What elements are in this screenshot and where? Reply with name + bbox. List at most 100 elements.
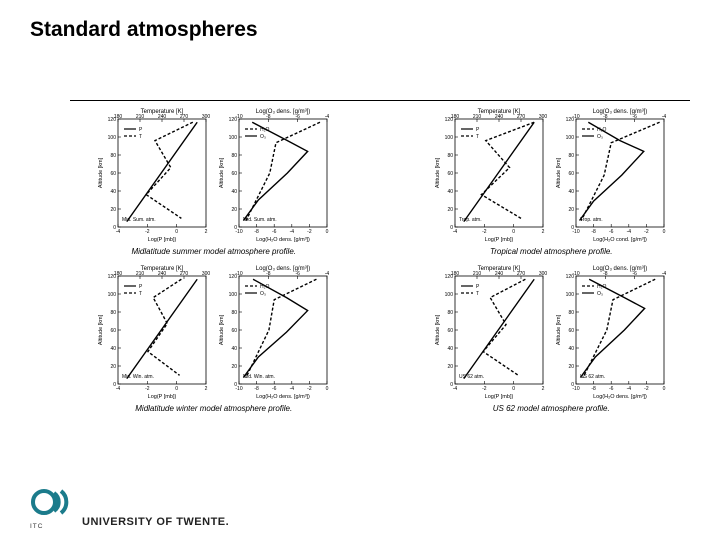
svg-text:-6: -6: [295, 114, 300, 120]
svg-text:P: P: [476, 127, 480, 133]
svg-text:-10: -10: [573, 229, 580, 235]
svg-text:-8: -8: [603, 114, 608, 120]
panel-pair: Temperature [K]1802102402703000204060801…: [413, 262, 691, 402]
svg-text:20: 20: [448, 364, 454, 370]
svg-text:Altitude [km]: Altitude [km]: [98, 314, 104, 345]
university-name: UNIVERSITY OF TWENTE.: [82, 516, 229, 530]
density-panel: Log(O₃ dens. [g/m³])-10-8-6-402040608010…: [217, 105, 332, 245]
svg-text:-4: -4: [662, 271, 667, 277]
svg-text:2: 2: [542, 386, 545, 392]
svg-text:Log(O₃ dens. [g/m³]): Log(O₃ dens. [g/m³]): [256, 109, 310, 115]
svg-text:0: 0: [663, 386, 666, 392]
page-title: Standard atmospheres: [30, 18, 258, 42]
svg-text:60: 60: [448, 171, 454, 177]
svg-text:-6: -6: [633, 271, 638, 277]
temperature-panel: Temperature [K]1802102402703000204060801…: [96, 262, 211, 402]
svg-text:-2: -2: [482, 229, 487, 235]
svg-text:T: T: [476, 134, 479, 140]
svg-text:-4: -4: [116, 386, 121, 392]
svg-text:-10: -10: [235, 386, 242, 392]
svg-text:O₃: O₃: [260, 134, 266, 140]
svg-text:-4: -4: [325, 114, 330, 120]
svg-text:40: 40: [448, 346, 454, 352]
svg-text:T: T: [139, 291, 142, 297]
svg-text:120: 120: [445, 117, 454, 123]
divider: [70, 100, 690, 101]
svg-text:-8: -8: [254, 386, 259, 392]
svg-text:Altitude [km]: Altitude [km]: [556, 314, 562, 345]
itc-label: ITC: [30, 523, 72, 530]
svg-text:Mid. Sum. atm.: Mid. Sum. atm.: [122, 217, 156, 223]
svg-text:-4: -4: [289, 229, 294, 235]
footer-logo: ITC UNIVERSITY OF TWENTE.: [30, 487, 229, 530]
chart-cell: Temperature [K]1802102402703000204060801…: [75, 105, 353, 256]
svg-text:270: 270: [517, 114, 526, 120]
svg-text:-6: -6: [609, 386, 614, 392]
svg-text:300: 300: [202, 114, 211, 120]
chart-grid: Temperature [K]1802102402703000204060801…: [75, 105, 690, 413]
svg-text:P: P: [476, 284, 480, 290]
svg-text:20: 20: [110, 364, 116, 370]
svg-text:60: 60: [231, 171, 237, 177]
itc-logo-icon: [30, 487, 72, 522]
svg-text:O₃: O₃: [260, 291, 266, 297]
panel-pair: Temperature [K]1802102402703000204060801…: [75, 105, 353, 245]
svg-text:40: 40: [448, 189, 454, 195]
svg-text:H₂O: H₂O: [597, 284, 607, 290]
svg-text:120: 120: [107, 117, 116, 123]
svg-text:210: 210: [136, 114, 145, 120]
svg-text:60: 60: [569, 328, 575, 334]
svg-text:-2: -2: [644, 229, 649, 235]
svg-text:H₂O: H₂O: [260, 127, 270, 133]
svg-text:80: 80: [569, 310, 575, 316]
svg-text:Log(O₃ dens. [g/m³]): Log(O₃ dens. [g/m³]): [593, 266, 647, 272]
svg-text:270: 270: [517, 271, 526, 277]
svg-text:100: 100: [566, 135, 575, 141]
svg-text:-4: -4: [662, 114, 667, 120]
density-panel: Log(O₃ dens. [g/m³])-10-8-6-402040608010…: [554, 262, 669, 402]
svg-text:-4: -4: [627, 229, 632, 235]
svg-text:100: 100: [445, 292, 454, 298]
svg-text:0: 0: [663, 229, 666, 235]
chart-caption: Midlatitude winter model atmosphere prof…: [75, 404, 353, 413]
svg-text:Altitude [km]: Altitude [km]: [435, 314, 441, 345]
svg-text:-6: -6: [609, 229, 614, 235]
svg-text:T: T: [476, 291, 479, 297]
svg-text:Log(O₃ dens. [g/m³]): Log(O₃ dens. [g/m³]): [593, 109, 647, 115]
temperature-panel: Temperature [K]1802102402703000204060801…: [433, 262, 548, 402]
svg-text:Mid. Win. atm.: Mid. Win. atm.: [122, 374, 154, 380]
svg-text:-8: -8: [592, 386, 597, 392]
svg-text:0: 0: [175, 386, 178, 392]
chart-cell: Temperature [K]1802102402703000204060801…: [413, 262, 691, 413]
svg-text:100: 100: [445, 135, 454, 141]
svg-text:-2: -2: [145, 386, 150, 392]
svg-text:120: 120: [566, 274, 575, 280]
svg-text:Log(P [mb]): Log(P [mb]): [485, 237, 514, 243]
svg-text:Altitude [km]: Altitude [km]: [219, 157, 225, 188]
svg-text:80: 80: [110, 310, 116, 316]
svg-text:120: 120: [566, 117, 575, 123]
svg-text:120: 120: [107, 274, 116, 280]
svg-text:Log(O₃ dens. [g/m³]): Log(O₃ dens. [g/m³]): [256, 266, 310, 272]
svg-text:80: 80: [448, 310, 454, 316]
svg-text:240: 240: [158, 114, 167, 120]
svg-text:0: 0: [513, 229, 516, 235]
svg-text:20: 20: [569, 364, 575, 370]
svg-text:P: P: [139, 127, 143, 133]
svg-text:210: 210: [136, 271, 145, 277]
svg-text:Altitude [km]: Altitude [km]: [219, 314, 225, 345]
svg-text:300: 300: [539, 114, 548, 120]
svg-text:120: 120: [228, 117, 237, 123]
svg-text:210: 210: [473, 114, 482, 120]
svg-text:270: 270: [180, 114, 189, 120]
svg-text:60: 60: [110, 171, 116, 177]
svg-text:40: 40: [110, 346, 116, 352]
svg-text:-6: -6: [295, 271, 300, 277]
chart-caption: Midlatitude summer model atmosphere prof…: [75, 247, 353, 256]
chart-cell: Temperature [K]1802102402703000204060801…: [75, 262, 353, 413]
svg-text:20: 20: [231, 207, 237, 213]
svg-text:-6: -6: [272, 229, 277, 235]
svg-text:Altitude [km]: Altitude [km]: [556, 157, 562, 188]
svg-text:Log(H₂O dens. [g/m³]): Log(H₂O dens. [g/m³]): [593, 394, 647, 400]
svg-text:240: 240: [158, 271, 167, 277]
